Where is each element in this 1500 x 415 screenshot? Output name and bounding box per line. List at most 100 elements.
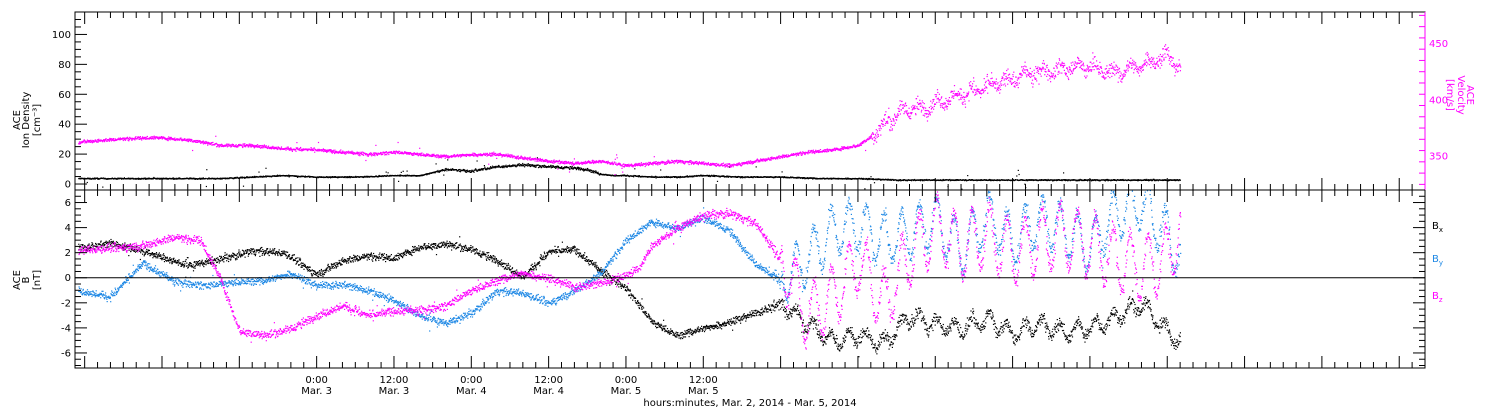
point-velocity-1435	[540, 160, 542, 162]
point-velocity-58	[96, 141, 99, 143]
point-velocity-713	[307, 148, 310, 150]
point-velocity-1627	[602, 159, 604, 162]
point-velocity-1483	[556, 160, 558, 162]
point-velocity-598	[270, 148, 273, 150]
point-velocity-905	[369, 152, 371, 154]
point-velocity-971	[391, 151, 393, 153]
point-velocity-1055	[418, 154, 420, 156]
point-density-1437	[633, 175, 635, 177]
point-velocity-173	[134, 138, 136, 140]
point-velocity-7	[80, 142, 82, 144]
point-velocity-1185	[460, 156, 462, 158]
point-density-201	[155, 177, 158, 179]
point-density-827	[398, 180, 400, 182]
point-velocity-1300	[497, 154, 499, 156]
point-density-839	[402, 170, 404, 172]
point-density-1053	[485, 169, 487, 171]
point-velocity-771	[326, 149, 328, 151]
point-velocity-199	[142, 136, 144, 139]
point-velocity-458	[225, 145, 227, 147]
point-density-1614	[702, 175, 704, 177]
point-density-1001	[465, 170, 467, 172]
point-density-1424	[628, 176, 630, 178]
point-density-2520	[1052, 179, 1054, 181]
point-velocity-460	[226, 143, 228, 145]
point-velocity-88	[106, 140, 108, 142]
point-density-1248	[560, 167, 562, 169]
point-velocity-1063	[420, 152, 422, 154]
point-velocity-467	[228, 144, 230, 146]
point-velocity-864	[356, 151, 358, 153]
point-density-244	[172, 178, 174, 180]
point-velocity-1728	[635, 164, 637, 166]
point-density-2603	[1084, 179, 1086, 181]
point-velocity-1134	[443, 156, 445, 158]
point-velocity-433	[217, 144, 219, 147]
point-velocity-1116	[437, 154, 439, 156]
point-velocity-798	[335, 151, 337, 153]
point-velocity-1162	[452, 155, 454, 158]
point-density-289	[190, 177, 192, 179]
point-velocity-40	[91, 141, 93, 143]
point-density-830	[399, 174, 401, 176]
point-velocity-1375	[521, 156, 523, 158]
point-density-1278	[572, 167, 574, 169]
point-density-2048	[870, 178, 872, 180]
point-density-1906	[815, 178, 817, 180]
point-density-1279	[572, 168, 574, 170]
point-density-2093	[887, 178, 889, 180]
point-velocity-1114	[437, 154, 439, 156]
point-velocity-1997	[721, 163, 723, 165]
point-density-899	[425, 173, 427, 175]
point-density-1857	[796, 177, 798, 179]
point-velocity-1425	[537, 160, 539, 162]
point-velocity-979	[393, 152, 395, 154]
point-velocity-849	[351, 153, 353, 155]
point-velocity-1827	[666, 162, 669, 164]
point-density-1045	[482, 169, 484, 171]
point-density-2546	[1062, 179, 1064, 181]
point-density-699	[348, 176, 350, 178]
point-density-562	[295, 175, 297, 177]
point-density-1651	[716, 175, 718, 177]
point-velocity-270	[165, 138, 167, 141]
point-velocity-1842	[671, 161, 673, 164]
point-density-2761	[1145, 179, 1147, 181]
point-velocity-525	[247, 144, 249, 146]
point-velocity-1614	[598, 162, 600, 164]
point-density-1716	[741, 176, 743, 178]
point-velocity-1024	[408, 152, 410, 154]
point-velocity-1061	[420, 153, 422, 155]
point-velocity-546	[254, 145, 256, 147]
point-velocity-1263	[485, 152, 487, 154]
point-velocity-126	[118, 138, 120, 140]
point-density-544	[288, 176, 290, 178]
point-velocity-1848	[673, 162, 675, 165]
point-velocity-523	[246, 145, 248, 147]
point-velocity-1496	[560, 161, 562, 163]
point-velocity-1788	[654, 162, 656, 164]
point-density-1176	[532, 165, 535, 167]
point-velocity-710	[307, 150, 309, 152]
point-density-2530	[1056, 179, 1058, 181]
point-density-1652	[716, 180, 719, 182]
point-velocity-225	[150, 136, 152, 138]
point-density-1108	[506, 166, 508, 168]
point-density-1208	[545, 165, 547, 167]
point-density-1227	[552, 165, 554, 167]
point-velocity-1280	[490, 155, 492, 157]
point-velocity-1262	[484, 154, 486, 156]
point-velocity-1790	[655, 162, 657, 164]
point-velocity-1494	[559, 162, 561, 164]
point-velocity-1267	[486, 155, 488, 157]
point-velocity-1118	[438, 155, 440, 157]
point-velocity-767	[325, 150, 327, 152]
point-velocity-1629	[603, 161, 605, 163]
point-velocity-194	[140, 137, 142, 139]
point-velocity-1070	[423, 153, 425, 155]
point-velocity-148	[125, 137, 128, 139]
point-velocity-1147	[447, 156, 449, 158]
point-density-2299	[967, 175, 969, 177]
point-velocity-296	[173, 138, 175, 140]
point-density-1050	[484, 166, 486, 168]
